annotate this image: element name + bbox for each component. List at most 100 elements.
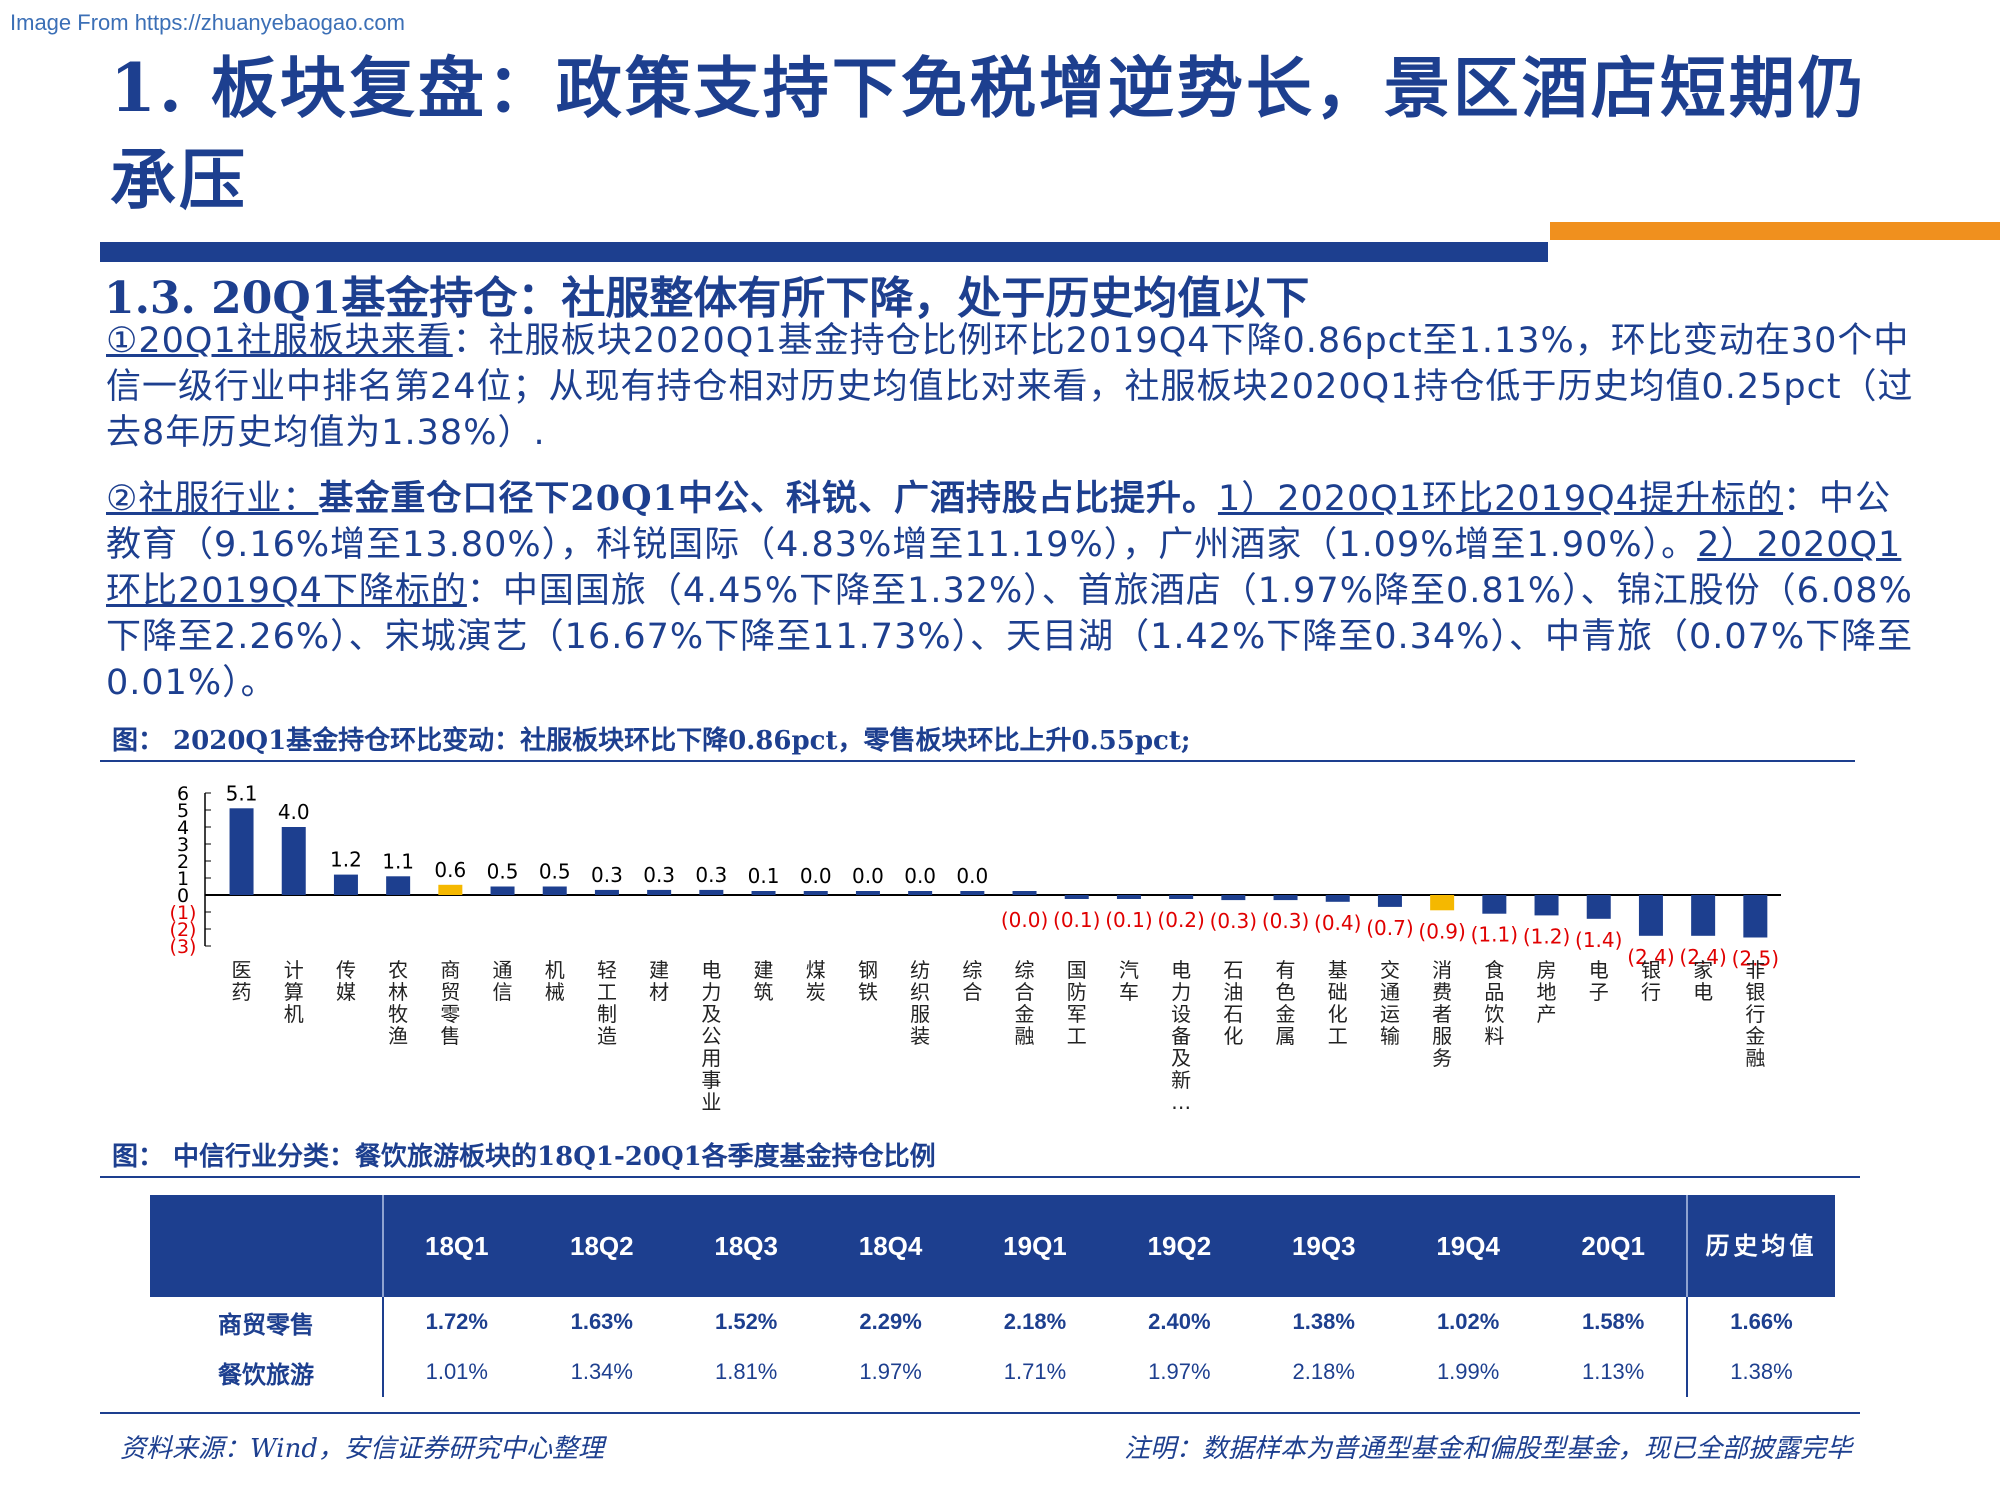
category-label: 金 <box>1276 1002 1296 1026</box>
category-label: 筑 <box>754 980 774 1004</box>
category-label: 者 <box>1432 1002 1452 1026</box>
category-label: 林 <box>388 980 408 1004</box>
category-label: 传 <box>336 958 356 982</box>
category-label: 综 <box>962 958 982 982</box>
figure2-caption: 图： 中信行业分类：餐饮旅游板块的18Q1-20Q1各季度基金持仓比例 <box>112 1142 936 1172</box>
table-header-cell: 20Q1 <box>1540 1195 1688 1297</box>
category-label: 零 <box>440 1002 460 1026</box>
bar <box>1012 891 1037 895</box>
para2-down-label: 2）2020Q1环比2019Q4下降标的 <box>106 525 1902 611</box>
table-cell: 1.01% <box>425 1359 488 1384</box>
y-tick-label: (2) <box>170 919 197 941</box>
table-row-name: 餐饮旅游 <box>150 1347 384 1397</box>
category-label: 费 <box>1432 980 1452 1004</box>
table-cell: 2.40% <box>1148 1309 1211 1334</box>
paragraph-industry-holdings: ②社服行业：基金重仓口径下20Q1中公、科锐、广酒持股占比提升。1）2020Q1… <box>106 476 1926 706</box>
category-label: 织 <box>910 980 930 1004</box>
y-tick-label: 5 <box>177 800 189 822</box>
data-label: (0.0) <box>1001 908 1048 932</box>
y-tick-label: 2 <box>177 851 189 873</box>
category-label: 工 <box>597 980 617 1004</box>
category-label: 国 <box>1067 958 1087 982</box>
bar <box>1586 895 1611 919</box>
category-label: 有 <box>1276 958 1296 982</box>
category-label: 牧 <box>388 1002 408 1026</box>
category-label: 务 <box>1432 1046 1452 1070</box>
table-header-cell: 18Q2 <box>529 1195 674 1297</box>
bar <box>803 891 828 895</box>
table-header-cell: 19Q2 <box>1107 1195 1252 1297</box>
para2-lead: ②社服行业： <box>106 479 319 519</box>
category-label: 计 <box>284 958 304 982</box>
bar <box>229 808 254 895</box>
category-label: 行 <box>1641 980 1661 1004</box>
para2-down-body: ：中国国旅（4.45%下降至1.32%）、首旅酒店（1.97%降至0.81%）、… <box>106 571 1914 703</box>
table-row: 餐饮旅游 1.01% 1.34% 1.81% 1.97% 1.71% 1.97%… <box>150 1347 1835 1397</box>
section-subtitle: 1.3. 20Q1基金持仓：社服整体有所下降，处于历史均值以下 <box>104 273 1310 324</box>
category-label: 材 <box>649 980 669 1004</box>
fund-holding-change-bar-chart: 6543210(1)(2)(3)5.1医药4.0计算机1.2传媒1.1农林牧渔0… <box>170 781 1781 1114</box>
category-label: 行 <box>1745 1002 1765 1026</box>
watermark: Image From https://zhuanyebaogao.com <box>10 10 405 35</box>
category-label: 公 <box>701 1024 721 1048</box>
category-label: 综 <box>1015 958 1035 982</box>
table-cell: 1.34% <box>570 1359 633 1384</box>
category-label: 力 <box>701 980 721 1004</box>
bar <box>1638 895 1663 936</box>
category-label: 械 <box>545 980 565 1004</box>
footer-note: 注明：数据样本为普通型基金和偏股型基金，现已全部披露完毕 <box>1123 1434 1852 1464</box>
category-label: 设 <box>1171 1002 1191 1026</box>
table-cell: 1.38% <box>1730 1359 1793 1384</box>
y-tick-label: 1 <box>177 868 189 890</box>
page-title: 1. 板块复盘：政策支持下免税增逆势长，景区酒店短期仍承压 <box>110 49 1867 219</box>
category-label: 石 <box>1223 958 1243 982</box>
y-tick-label: 0 <box>177 885 189 907</box>
category-label: 电 <box>1171 958 1191 982</box>
bar <box>281 827 306 895</box>
category-label: 石 <box>1223 1002 1243 1026</box>
category-label: … <box>1171 1090 1191 1114</box>
category-label: 消 <box>1432 958 1452 982</box>
table-cell: 1.97% <box>1148 1359 1211 1384</box>
category-label: 备 <box>1171 1024 1191 1048</box>
category-label: 汽 <box>1119 958 1139 982</box>
table-header-cell: 历史均值 <box>1687 1195 1835 1297</box>
category-label: 铁 <box>858 980 878 1004</box>
category-label: 金 <box>1745 1024 1765 1048</box>
category-label: 及 <box>701 1002 721 1026</box>
category-label: 药 <box>232 980 252 1004</box>
table-cell: 1.52% <box>714 1309 778 1334</box>
quarterly-holding-table: 18Q1 18Q2 18Q3 18Q4 19Q1 19Q2 19Q3 19Q4 … <box>150 1195 1835 1397</box>
table-cell: 1.02% <box>1436 1309 1500 1334</box>
title-underline-blue <box>100 242 1548 262</box>
table-cell: 2.18% <box>1292 1359 1355 1384</box>
category-label: 合 <box>1015 980 1035 1004</box>
data-label: 1.1 <box>382 849 414 873</box>
table-header-cell: 19Q3 <box>1251 1195 1396 1297</box>
category-label: 用 <box>701 1046 721 1070</box>
category-label: 建 <box>649 958 669 982</box>
category-label: 料 <box>1484 1024 1504 1048</box>
category-label: 房 <box>1537 958 1557 982</box>
bar <box>1064 895 1089 899</box>
category-label: 农 <box>388 958 408 982</box>
category-label: 通 <box>1380 980 1400 1004</box>
category-label: 机 <box>284 1002 304 1026</box>
data-label: (0.9) <box>1418 919 1465 943</box>
category-label: 防 <box>1067 980 1087 1004</box>
table-header-cell: 18Q3 <box>673 1195 819 1297</box>
footer-source: 资料来源：Wind，安信证券研究中心整理 <box>120 1434 604 1464</box>
para1-lead: ①20Q1社服板块来看 <box>106 321 453 361</box>
figure1-rule <box>100 760 1855 762</box>
bar <box>594 889 619 895</box>
category-label: 服 <box>1432 1024 1452 1048</box>
bar <box>333 874 358 895</box>
bar <box>1743 895 1768 938</box>
bar <box>386 876 411 895</box>
bar <box>908 891 933 895</box>
title-accent-orange <box>1550 222 2000 240</box>
table-header-cell: 18Q1 <box>383 1195 530 1297</box>
category-label: 产 <box>1537 1002 1557 1026</box>
category-label: 钢 <box>858 958 878 982</box>
category-label: 炭 <box>806 980 826 1004</box>
